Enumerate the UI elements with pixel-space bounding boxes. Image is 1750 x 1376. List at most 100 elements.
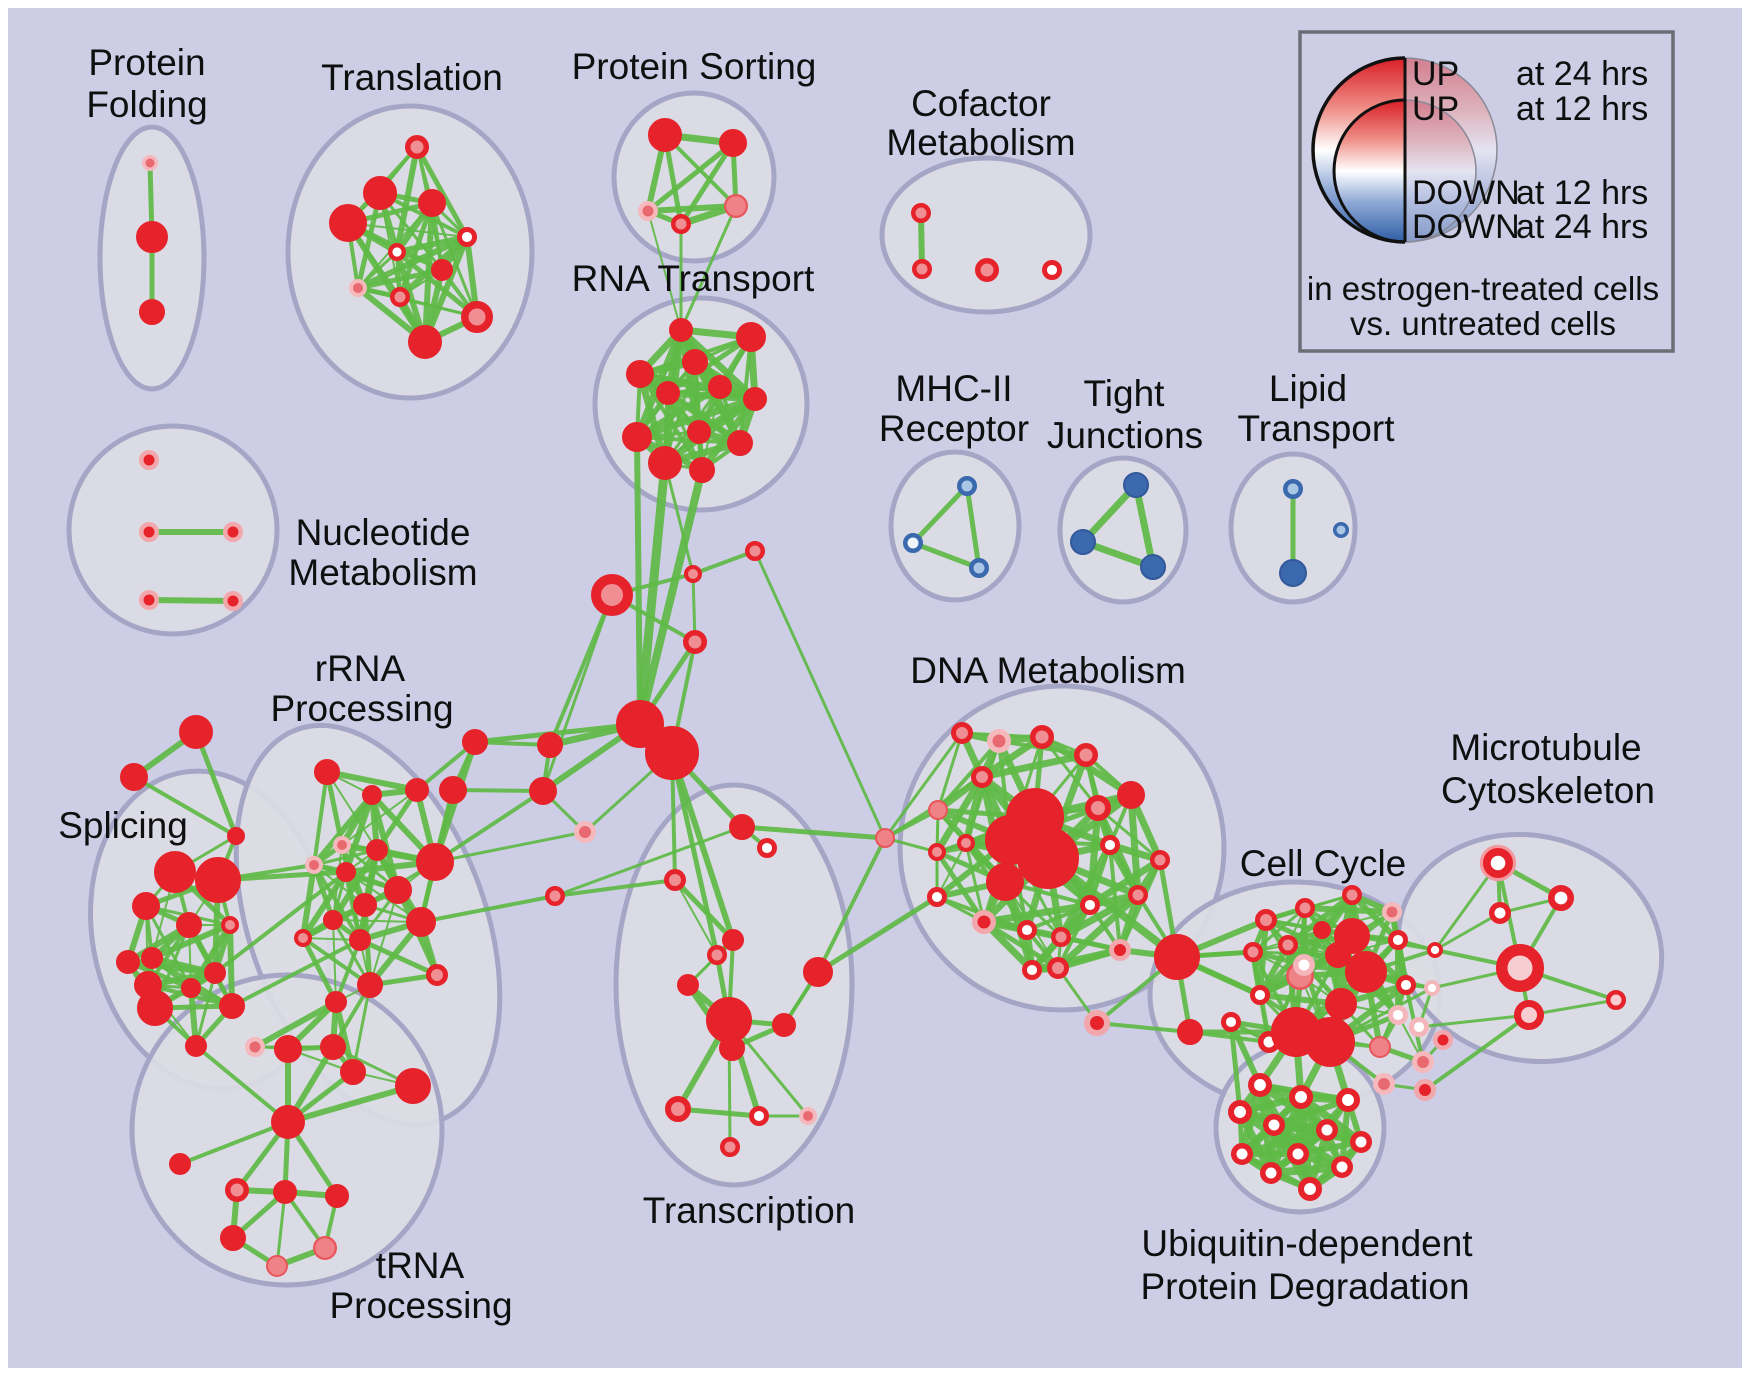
edge <box>1132 481 1157 571</box>
edge <box>635 458 670 729</box>
node-dm11 <box>957 834 975 852</box>
node-cc4 <box>1295 898 1315 918</box>
node-ub1 <box>1220 1011 1241 1032</box>
node-cn1 <box>462 729 488 755</box>
edge <box>674 879 718 956</box>
edge <box>230 938 362 1008</box>
node-dm19 <box>1016 919 1037 940</box>
node-tx10 <box>719 1035 745 1061</box>
node-dm16 <box>1128 885 1148 905</box>
node-cc13 <box>1293 954 1315 976</box>
legend-glyph-outline <box>1404 57 1498 243</box>
node-rt9 <box>687 420 711 444</box>
edge <box>472 721 643 745</box>
edge <box>341 789 418 846</box>
edge <box>275 1190 287 1268</box>
node-tl7 <box>431 259 453 281</box>
node-rt12 <box>689 457 715 483</box>
node-ub6 <box>1263 1114 1285 1136</box>
edge <box>132 775 238 838</box>
node-dm2 <box>1030 725 1054 749</box>
node-dm10 <box>1016 826 1079 889</box>
node-cc25 <box>1433 1030 1453 1050</box>
node-rr14 <box>349 929 371 951</box>
edge <box>647 210 682 331</box>
edge <box>419 894 557 924</box>
node-cc16 <box>1249 984 1270 1005</box>
edge <box>964 483 982 571</box>
node-tx3 <box>664 869 686 891</box>
edge <box>252 999 339 1050</box>
node-tj1 <box>1123 472 1149 498</box>
edge <box>553 878 677 898</box>
edge <box>910 540 982 571</box>
node-sp10 <box>181 978 201 998</box>
cluster-cm-label-line1: Cofactor <box>911 83 1051 124</box>
node-rr16 <box>357 972 383 998</box>
edge <box>978 751 1090 781</box>
cluster-tj-label-line1: Tight <box>1084 373 1166 414</box>
node-cchub <box>1153 934 1200 981</box>
cluster-tj-label-line2: Junctions <box>1047 415 1203 456</box>
edge <box>414 144 470 240</box>
node-rr10 <box>353 893 377 917</box>
edge <box>374 787 420 853</box>
edge <box>433 789 545 864</box>
node-mt5 <box>1606 990 1626 1010</box>
legend-glyph-outline <box>1404 99 1477 243</box>
cluster-cc-label-line1: Cell Cycle <box>1240 843 1407 884</box>
cluster-rr-label-line1: rRNA <box>315 648 406 689</box>
node-tnh <box>271 1105 305 1139</box>
edge <box>645 203 739 214</box>
cluster-tn-label-line1: tRNA <box>376 1245 465 1286</box>
edge <box>553 825 744 898</box>
node-rt5 <box>656 381 680 405</box>
node-tl10 <box>461 301 493 333</box>
edge <box>227 922 235 1009</box>
cluster-mh-ellipse <box>888 449 1022 603</box>
node-ub2 <box>1248 1073 1273 1098</box>
cluster-tl-label-line1: Translation <box>321 57 503 98</box>
node-mtb2 <box>1424 979 1441 996</box>
edge <box>347 222 468 238</box>
node-ub12 <box>1260 1162 1282 1184</box>
legend-row-2-time: at 12 hrs <box>1516 90 1648 128</box>
node-tj3 <box>1140 554 1166 580</box>
node-sp13 <box>185 1035 207 1057</box>
node-cn2 <box>439 776 467 804</box>
node-tx2 <box>756 837 777 858</box>
edge <box>816 836 887 974</box>
node-cc11 <box>1325 988 1357 1020</box>
node-cc21 <box>1395 974 1416 995</box>
edge <box>324 769 420 793</box>
node-cc22 <box>1387 1004 1408 1025</box>
edge <box>541 593 614 793</box>
node-rr18 <box>245 1037 265 1057</box>
edge <box>669 750 720 958</box>
node-pf1 <box>142 155 158 171</box>
node-ub4 <box>1336 1088 1361 1113</box>
legend-note-line2: vs. untreated cells <box>1350 305 1616 342</box>
edge <box>663 461 695 576</box>
node-rt8 <box>622 422 652 452</box>
node-cc14 <box>1243 942 1263 962</box>
edge <box>645 140 736 214</box>
node-ch1 <box>684 565 702 583</box>
node-tx4 <box>722 929 744 951</box>
node-tn4 <box>220 1225 246 1251</box>
edge <box>664 389 759 403</box>
legend-row-2-direction: UP <box>1412 90 1459 128</box>
edge <box>679 204 738 332</box>
legend-row-4-direction: DOWN <box>1412 208 1520 246</box>
cluster-ub-label-line1: Ubiquitin-dependent <box>1141 1223 1473 1264</box>
cluster-pf-label-line1: Protein <box>88 42 205 83</box>
node-cn3 <box>537 732 563 758</box>
node-cc2 <box>1177 1019 1203 1045</box>
node-rr12 <box>406 907 436 937</box>
node-rr22 <box>394 1068 431 1105</box>
edge <box>334 938 362 1004</box>
node-dm23 <box>1109 939 1131 961</box>
node-tl3 <box>418 189 446 217</box>
node-ub8 <box>1350 1131 1372 1153</box>
